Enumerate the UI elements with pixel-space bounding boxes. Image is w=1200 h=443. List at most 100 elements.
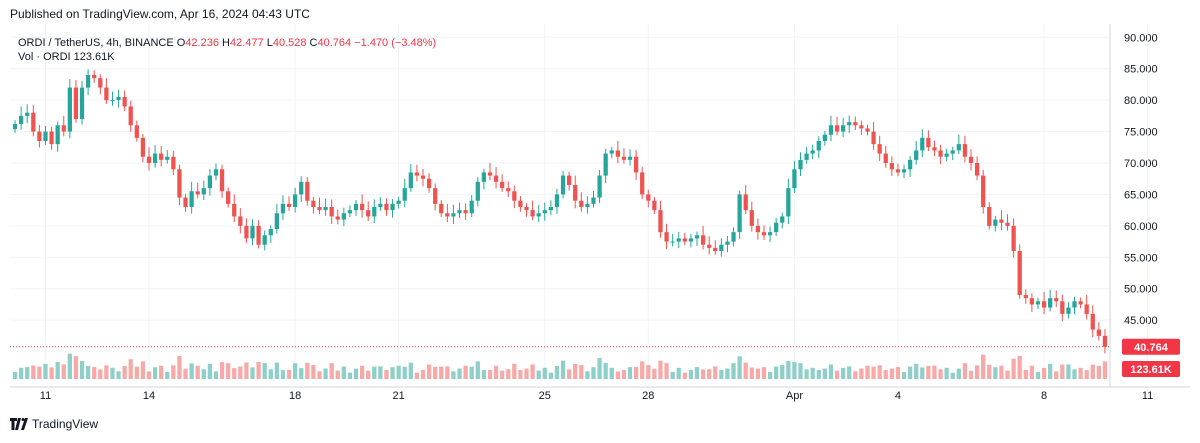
candle-body — [189, 191, 194, 207]
volume-bar — [104, 365, 109, 379]
open-label: O — [176, 37, 186, 49]
volume-bar — [19, 367, 24, 379]
high-label: H — [222, 37, 230, 49]
volume-bar — [146, 371, 152, 379]
candle-body — [981, 175, 986, 207]
last-price-tag — [1122, 338, 1180, 355]
volume-bar — [433, 366, 438, 379]
candle-body — [707, 244, 712, 248]
candle-body — [524, 207, 529, 211]
volume-bar — [518, 370, 523, 379]
volume-bar — [49, 367, 54, 379]
chart-area[interactable]: 90.000 85.000 80.000 75.000 70.000 65.000 60.0… — [10, 24, 1190, 409]
volume-bar — [780, 365, 785, 379]
volume-bar — [1084, 370, 1089, 379]
candle-body — [554, 194, 560, 207]
candle-body — [682, 238, 687, 242]
candle-body — [749, 210, 754, 226]
candle-body — [962, 144, 968, 157]
volume-bar — [1005, 370, 1010, 379]
volume-bar — [445, 366, 450, 379]
candle-body — [530, 210, 535, 217]
candle-body — [238, 216, 243, 226]
candle-body — [128, 106, 133, 126]
volume-bar — [828, 364, 834, 379]
x-tick-label: Apr — [786, 390, 803, 402]
candle-body — [841, 125, 846, 132]
symbol-label[interactable]: ORDI / TetherUS, 4h, BINANCE — [18, 37, 174, 49]
volume-bar — [792, 362, 797, 379]
volume-bar — [73, 356, 79, 379]
candle-body — [725, 241, 730, 245]
x-tick-label: 11 — [40, 390, 51, 402]
volume-bar — [743, 362, 748, 379]
volume-bar — [962, 363, 968, 379]
volume-bar — [232, 368, 237, 379]
volume-bar — [402, 366, 407, 379]
candle-body — [140, 137, 146, 157]
volume-bar — [43, 363, 48, 379]
footer-brand[interactable]: TradingView — [10, 417, 98, 431]
candle-body — [274, 213, 279, 229]
candle-body — [250, 225, 255, 239]
volume-bar — [159, 365, 164, 379]
volume-bar — [1017, 355, 1022, 379]
y-tick-label: 45.000 — [1124, 315, 1158, 327]
volume-bar — [688, 369, 694, 379]
candle-body — [895, 169, 901, 173]
volume-bar — [366, 370, 371, 379]
volume-bar — [195, 365, 200, 379]
y-tick-label: 60.000 — [1124, 221, 1158, 233]
volume-bar — [189, 363, 194, 379]
candle-body — [615, 150, 620, 157]
candle-body — [353, 203, 359, 211]
candle-body — [244, 225, 249, 239]
candle-body — [286, 203, 292, 207]
volume-bar — [834, 370, 840, 379]
candle-body — [85, 75, 91, 88]
candle-body — [579, 200, 584, 207]
volume-bar — [889, 368, 894, 379]
candle-body — [1060, 301, 1065, 314]
candle-body — [573, 185, 578, 201]
high-value: 42.477 — [229, 37, 264, 49]
close-value: 40.764 — [317, 37, 352, 49]
volume-bar — [944, 367, 949, 379]
volume-bar — [213, 371, 219, 379]
volume-bar — [1023, 369, 1028, 379]
volume-bar — [950, 372, 955, 379]
candle-body — [640, 172, 645, 195]
volume-bar — [1066, 364, 1071, 379]
volume-bar — [323, 368, 328, 379]
volume-bar — [500, 370, 505, 379]
volume-bar — [451, 371, 456, 379]
volume-bar — [554, 366, 560, 379]
volume-bar — [761, 367, 767, 379]
low-label: L — [266, 37, 273, 49]
volume-bar — [530, 364, 535, 379]
volume-bar — [993, 367, 998, 379]
candle-body — [457, 210, 462, 214]
volume-bar — [274, 362, 279, 379]
volume-bar — [512, 363, 517, 379]
x-tick-label: 18 — [289, 390, 301, 402]
volume-bar — [816, 370, 821, 379]
candle-body — [761, 232, 767, 236]
x-tick-label: 14 — [143, 390, 155, 402]
volume-bar — [414, 372, 420, 379]
candle-body — [207, 175, 213, 189]
candle-body — [780, 216, 785, 223]
candle-body — [853, 122, 858, 126]
x-tick-label: 11 — [1142, 390, 1153, 402]
volume-bar — [567, 369, 572, 379]
volume-bar — [670, 371, 675, 379]
price-chart[interactable]: 90.000 85.000 80.000 75.000 70.000 65.000 60.0… — [10, 24, 1190, 409]
volume-bar — [737, 356, 742, 379]
volume-bar — [353, 368, 359, 379]
volume-bar — [585, 371, 590, 379]
volume-bar — [110, 367, 115, 379]
candle-body — [445, 213, 450, 217]
candle-body — [311, 200, 316, 207]
candle-body — [597, 175, 602, 198]
candle-body — [847, 122, 852, 126]
